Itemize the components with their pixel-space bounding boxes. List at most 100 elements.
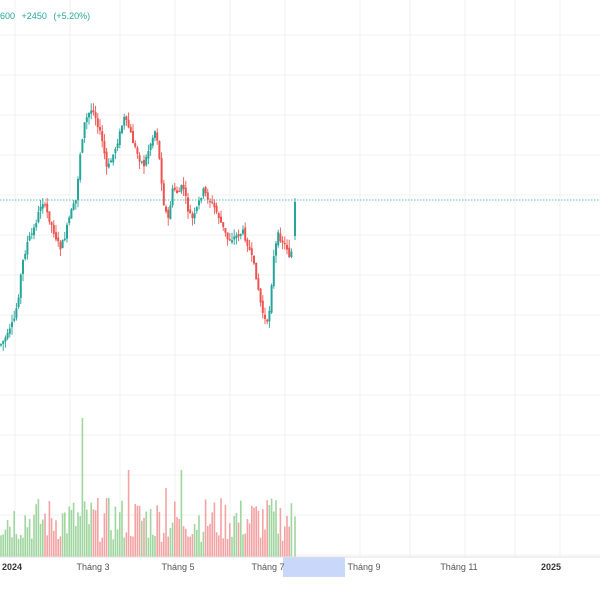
volume-bar	[44, 513, 46, 557]
candle-body	[178, 190, 181, 193]
volume-bar	[149, 509, 152, 557]
volume-bar	[273, 511, 275, 557]
volume-bar	[158, 511, 161, 557]
volume-bar	[53, 530, 55, 557]
volume-bar	[244, 533, 246, 557]
time-axis-label: Tháng 5	[161, 562, 194, 572]
candle-body	[187, 197, 189, 212]
volume-bar	[28, 519, 31, 557]
volume-bar	[213, 502, 216, 557]
volume-bar	[229, 523, 231, 557]
candle-body	[114, 148, 117, 154]
volume-bar	[4, 529, 7, 557]
candle-body	[132, 130, 134, 143]
candle-body	[15, 308, 18, 319]
candle-body	[224, 228, 227, 233]
candle-body	[277, 232, 280, 246]
candle-body	[127, 119, 130, 128]
last-price: 600	[0, 11, 16, 21]
price-change: +2450	[21, 11, 47, 21]
candle-body	[288, 247, 291, 258]
volume-bar	[108, 497, 110, 557]
candle-body	[151, 137, 154, 146]
candle-body	[165, 206, 167, 212]
volume-bar	[193, 524, 196, 557]
volume-bar	[48, 501, 51, 557]
volume-bar	[0, 535, 2, 557]
volume-bar	[281, 540, 284, 557]
volume-bar	[180, 470, 183, 557]
candle-body	[180, 185, 183, 192]
candle-body	[39, 206, 42, 212]
candle-body	[281, 240, 284, 243]
price-change-percent: (+5.20%)	[53, 11, 91, 21]
candle-body	[13, 318, 16, 321]
volume-bar	[202, 531, 205, 557]
candle-body	[123, 116, 126, 126]
candle-body	[294, 202, 296, 236]
candle-body	[206, 192, 209, 200]
candle-body	[156, 132, 159, 141]
candle-body	[116, 143, 119, 148]
volume-bar	[187, 536, 189, 557]
candle-body	[261, 300, 264, 313]
volume-bar	[220, 498, 222, 557]
volume-bar	[136, 505, 139, 557]
candle-body	[96, 118, 99, 128]
candle-body	[101, 131, 104, 142]
candle-body	[41, 204, 44, 209]
candle-body	[140, 161, 143, 163]
time-axis-label: Tháng 11	[440, 562, 477, 572]
candle-body	[0, 344, 2, 346]
candle-body	[213, 202, 216, 208]
volume-bar	[226, 538, 229, 557]
volume-bar	[15, 534, 18, 557]
volume-bar	[156, 505, 158, 557]
candle-body	[235, 235, 238, 239]
time-axis-selection[interactable]	[283, 557, 345, 577]
volume-bar	[92, 509, 95, 557]
candle-body	[77, 178, 79, 200]
volume-bar	[94, 510, 97, 557]
candle-body	[24, 253, 27, 259]
volume-bar	[138, 505, 141, 557]
candle-body	[88, 113, 90, 118]
candle-body	[44, 204, 46, 206]
volume-bar	[86, 509, 88, 557]
volume-bar	[277, 533, 279, 557]
candle-body	[37, 211, 40, 223]
candle-body	[209, 201, 211, 203]
volume-bar	[196, 529, 198, 557]
time-axis-label: Tháng 3	[76, 562, 109, 572]
time-axis: 2024 Tháng 3 Tháng 5 Tháng 7 Tháng 9 Tháng 11…	[2, 562, 561, 572]
candle-body	[149, 143, 152, 151]
candle-body	[48, 211, 51, 222]
candle-body	[171, 188, 174, 206]
volume-bar	[222, 538, 224, 557]
candle-body	[173, 187, 176, 190]
candle-body	[72, 203, 75, 210]
candle-body	[8, 328, 11, 334]
volume-bar	[218, 535, 220, 557]
candle-body	[226, 232, 229, 240]
volume-bar	[178, 518, 180, 557]
candle-body	[202, 188, 205, 197]
candle-body	[167, 209, 170, 218]
volume-bar	[262, 509, 264, 557]
volume-bar	[90, 502, 92, 557]
candle-body	[266, 319, 269, 322]
volume-bar	[171, 522, 174, 557]
volume-bar	[235, 513, 238, 557]
candle-body	[215, 205, 218, 213]
volume-bar	[101, 537, 103, 557]
volume-bar	[121, 500, 123, 557]
volume-bar	[77, 512, 79, 557]
volume-bar	[123, 537, 125, 557]
candle-body	[90, 110, 93, 114]
candle-body	[279, 233, 282, 242]
volume-bar	[204, 499, 207, 557]
candle-body	[272, 256, 275, 287]
volume-bar	[264, 529, 266, 557]
